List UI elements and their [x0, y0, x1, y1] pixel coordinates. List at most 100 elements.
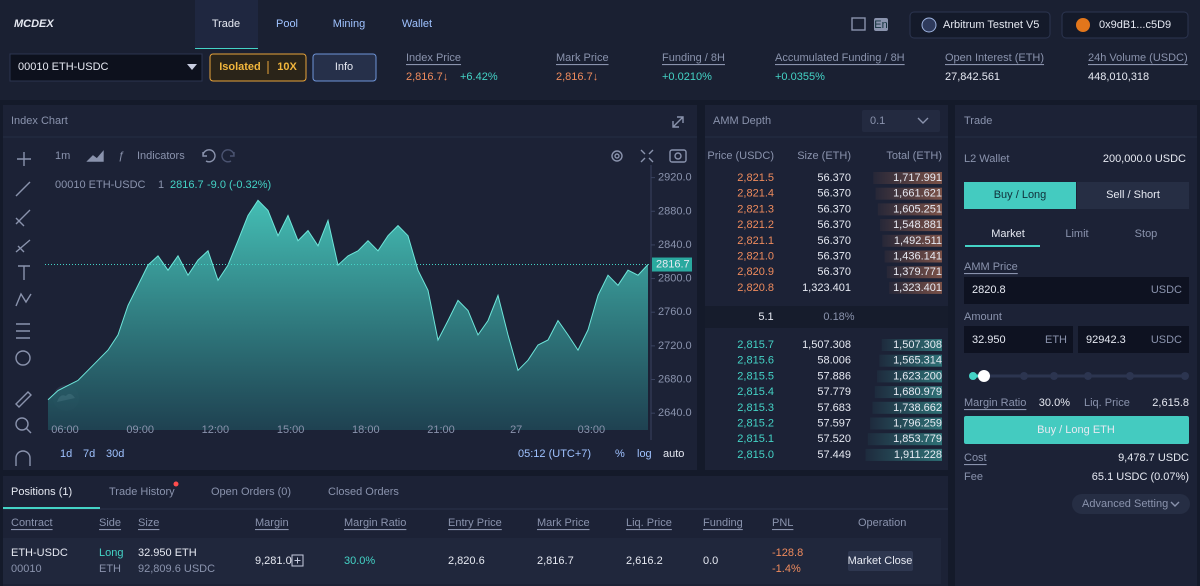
depth-total: 1,548.881 — [893, 219, 942, 231]
depth-bar — [865, 448, 942, 461]
legend-change: -9.0 (-0.32%) — [207, 179, 271, 191]
x-tick-label: 18:00 — [352, 424, 380, 436]
nav-item[interactable]: Pool — [276, 18, 298, 30]
depth-price: 2,815.3 — [737, 402, 774, 414]
stat-label: Mark Price — [556, 52, 609, 64]
y-tick-label: 2720.0 — [658, 340, 692, 352]
wallet-button[interactable] — [1061, 11, 1189, 39]
column-header: Side — [99, 517, 121, 529]
side-tab: Sell / Short — [1106, 189, 1160, 201]
last-price-box — [652, 257, 692, 272]
depth-total: 1,565.314 — [893, 355, 942, 367]
stat-value: +0.0210% — [662, 71, 712, 83]
stat-value: 448,010,318 — [1088, 71, 1149, 83]
last-price-label: 2816.7 — [656, 259, 690, 271]
depth-bar — [867, 433, 942, 446]
column-header: Size — [138, 517, 159, 529]
contract-id: 00010 — [11, 563, 42, 575]
depth-bar — [870, 417, 942, 430]
y-tick-label: 2760.0 — [658, 306, 692, 318]
price-line — [47, 199, 649, 401]
range-button[interactable]: 30d — [106, 448, 124, 460]
wallet-balance: 200,000.0 USDC — [1103, 153, 1186, 165]
scale-option[interactable]: auto — [663, 448, 684, 460]
network-button[interactable] — [909, 11, 1051, 39]
stat-label: Accumulated Funding / 8H — [775, 52, 905, 64]
scale-option[interactable]: % — [615, 448, 625, 460]
operation: Market Close — [848, 555, 913, 567]
column-header: Total (ETH) — [886, 150, 942, 162]
submit-label: Buy / Long ETH — [1037, 424, 1115, 436]
slider-stops — [1020, 372, 1189, 380]
precision-select[interactable] — [862, 110, 940, 132]
depth-bar — [884, 250, 942, 263]
x-tick-label: 09:00 — [126, 424, 154, 436]
fx-icon: ƒ — [118, 150, 124, 162]
submit-button[interactable] — [964, 416, 1189, 444]
x-tick-label: 21:00 — [427, 424, 455, 436]
info-button[interactable] — [312, 53, 377, 82]
slider-thumb[interactable] — [978, 370, 990, 382]
margin-mode-button[interactable] — [209, 53, 307, 82]
column-header: Operation — [858, 517, 906, 529]
size: 32.950 ETH — [138, 547, 197, 559]
plus-icon — [294, 557, 301, 564]
field-label: Amount — [964, 311, 1002, 323]
spread: 5.1 — [758, 311, 773, 323]
expand-icon[interactable] — [672, 116, 684, 128]
scale-option[interactable]: log — [637, 448, 652, 460]
logo: MCDEX — [14, 18, 54, 30]
x-tick-label: 15:00 — [277, 424, 305, 436]
range-button[interactable]: 1d — [60, 448, 72, 460]
select-caret — [187, 64, 197, 70]
column-header: Margin — [255, 517, 289, 529]
depth-total: 1,738.662 — [893, 402, 942, 414]
depth-size: 57.683 — [817, 402, 851, 414]
x-tick-label: 03:00 — [578, 424, 606, 436]
fee-label: Fee — [964, 471, 983, 483]
order-type-tab[interactable]: Stop — [1135, 228, 1158, 240]
contract-select[interactable] — [9, 53, 203, 82]
positions-tab[interactable]: Positions (1) — [11, 486, 72, 498]
market-close-button[interactable] — [848, 551, 913, 571]
depth-total: 1,605.251 — [893, 203, 942, 215]
nav-item[interactable]: Wallet — [402, 18, 432, 30]
amount-input[interactable] — [964, 326, 1073, 353]
liq-price: 2,615.8 — [1152, 397, 1189, 409]
advanced-button[interactable] — [1072, 494, 1190, 514]
price-area — [48, 200, 648, 430]
positions-tab[interactable]: Open Orders (0) — [211, 486, 291, 498]
liq-price: 2,616.2 — [626, 555, 663, 567]
x-tick-label: 27 — [510, 424, 522, 436]
depth-price: 2,815.7 — [737, 339, 774, 351]
size-value: 92,809.6 USDC — [138, 563, 215, 575]
positions-tab[interactable]: Trade History — [109, 486, 175, 498]
interval: 1m — [55, 150, 70, 162]
spread-row-bg — [705, 306, 948, 328]
pnl: -128.8 — [772, 547, 803, 559]
depth-price: 2,815.1 — [737, 433, 774, 445]
nav-item[interactable]: Mining — [333, 18, 365, 30]
range-button[interactable]: 7d — [83, 448, 95, 460]
network-icon — [921, 17, 937, 33]
stat-label: Funding / 8H — [662, 52, 725, 64]
amount-value-input[interactable] — [1078, 326, 1189, 353]
add-margin-button[interactable] — [291, 554, 304, 567]
margin-ratio: 30.0% — [344, 555, 375, 567]
sell-tab[interactable] — [1077, 182, 1189, 209]
precision: 0.1 — [870, 115, 885, 127]
contract: ETH-USDC — [11, 547, 68, 559]
depth-price: 2,815.2 — [737, 418, 774, 430]
depth-bar — [882, 234, 942, 247]
stat-label: Open Interest (ETH) — [945, 52, 1044, 64]
nav-item[interactable]: Trade — [212, 18, 240, 30]
order-type-tab[interactable]: Market — [991, 228, 1025, 240]
x-tick-label: 12:00 — [202, 424, 230, 436]
column-header: Funding — [703, 517, 743, 529]
amm-price-input[interactable] — [964, 277, 1189, 304]
positions-tab[interactable]: Closed Orders — [328, 486, 399, 498]
order-type-tab[interactable]: Limit — [1065, 228, 1088, 240]
buy-tab[interactable] — [964, 182, 1076, 209]
depth-price: 2,815.5 — [737, 370, 774, 382]
